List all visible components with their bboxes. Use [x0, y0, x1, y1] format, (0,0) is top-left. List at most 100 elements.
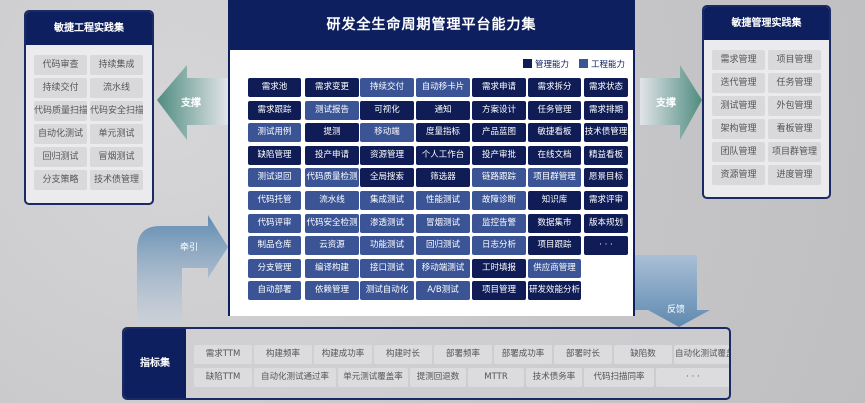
capability-cell[interactable]: 冒烟测试	[416, 213, 470, 233]
capability-cell[interactable]: 日志分析	[472, 236, 526, 256]
practice-item[interactable]: 分支策略	[34, 170, 87, 190]
capability-cell[interactable]: 依赖管理	[305, 281, 359, 301]
metric-item[interactable]: 部署成功率	[494, 345, 552, 364]
capability-cell[interactable]: 编译构建	[305, 258, 359, 278]
practice-item[interactable]: 持续交付	[34, 78, 87, 98]
practice-item[interactable]: 冒烟测试	[90, 147, 143, 167]
capability-cell[interactable]: 供应商管理	[528, 258, 581, 278]
capability-cell[interactable]: 集成测试	[360, 191, 414, 210]
metric-item[interactable]: 单元测试覆盖率	[338, 368, 408, 387]
capability-cell[interactable]: 测试自动化	[360, 281, 414, 301]
capability-cell[interactable]: 度量指标	[416, 123, 470, 143]
capability-cell[interactable]: 链路跟踪	[472, 168, 526, 188]
capability-cell[interactable]: 需求池	[248, 78, 301, 97]
capability-cell[interactable]: 精益看板	[584, 145, 628, 165]
capability-cell[interactable]: 可视化	[360, 100, 414, 120]
practice-item[interactable]: 回归测试	[34, 147, 87, 167]
capability-cell[interactable]: 在线文档	[528, 145, 581, 165]
capability-cell[interactable]: 分支管理	[248, 258, 301, 278]
metric-item[interactable]: 技术债务率	[526, 368, 582, 387]
practice-item[interactable]: 技术债管理	[90, 170, 143, 190]
capability-cell[interactable]: 需求评审	[584, 191, 628, 210]
capability-cell[interactable]: 投产申请	[305, 145, 359, 165]
capability-cell[interactable]: 持续交付	[360, 78, 414, 97]
practice-item[interactable]: 项目群管理	[768, 142, 821, 162]
practice-item[interactable]: 单元测试	[90, 124, 143, 144]
capability-cell[interactable]: 数据集市	[528, 213, 581, 233]
capability-cell[interactable]: 故障诊断	[472, 191, 526, 210]
capability-cell[interactable]: 提测	[305, 123, 359, 143]
capability-cell[interactable]: 代码托管	[248, 191, 301, 210]
metric-item[interactable]: MTTR	[468, 368, 524, 387]
practice-item[interactable]: 需求管理	[712, 50, 765, 70]
capability-cell[interactable]: 渗透测试	[360, 213, 414, 233]
metric-item[interactable]: 构建成功率	[314, 345, 372, 364]
capability-cell[interactable]: 需求变更	[305, 78, 359, 97]
capability-cell[interactable]: 版本规划	[584, 213, 628, 233]
capability-cell[interactable]: 任务管理	[528, 100, 581, 120]
capability-cell[interactable]: 代码安全检测	[305, 213, 359, 233]
metric-item[interactable]: 提测回退数	[410, 368, 466, 387]
capability-cell[interactable]: 测试报告	[305, 100, 359, 120]
capability-cell[interactable]: 性能测试	[416, 191, 470, 210]
capability-cell[interactable]: 方案设计	[472, 100, 526, 120]
practice-item[interactable]: 迭代管理	[712, 73, 765, 93]
practice-item[interactable]: 持续集成	[90, 55, 143, 75]
metric-item[interactable]: 代码扫描同率	[584, 368, 654, 387]
capability-cell[interactable]: A/B测试	[416, 281, 470, 301]
practice-item[interactable]: 代码安全扫描	[90, 101, 143, 121]
metric-item[interactable]: 缺陷数	[614, 345, 672, 364]
capability-cell[interactable]: 敏捷看板	[528, 123, 581, 143]
capability-cell[interactable]: 移动端测试	[416, 258, 470, 278]
capability-cell[interactable]: 缺陷管理	[248, 145, 301, 165]
practice-item[interactable]: 流水线	[90, 78, 143, 98]
capability-cell[interactable]: 项目管理	[472, 281, 526, 301]
practice-item[interactable]: 项目管理	[768, 50, 821, 70]
capability-cell[interactable]: 全局搜索	[360, 168, 414, 188]
practice-item[interactable]: 自动化测试	[34, 124, 87, 144]
capability-cell[interactable]: 需求排期	[584, 100, 628, 120]
metric-item[interactable]: 自动化测试通过率	[254, 368, 336, 387]
capability-cell[interactable]: 通知	[416, 100, 470, 120]
metric-item[interactable]: · · ·	[656, 368, 729, 387]
metric-item[interactable]: 需求TTM	[194, 345, 252, 364]
practice-item[interactable]: 团队管理	[712, 142, 765, 162]
capability-cell[interactable]: 自动移卡片	[416, 78, 470, 97]
capability-cell[interactable]: 自动部署	[248, 281, 301, 301]
capability-cell[interactable]: 接口测试	[360, 258, 414, 278]
capability-cell[interactable]: 愿景目标	[584, 168, 628, 188]
capability-cell[interactable]: 测试退回	[248, 168, 301, 188]
practice-item[interactable]: 进度管理	[768, 165, 821, 185]
practice-item[interactable]: 架构管理	[712, 119, 765, 139]
capability-cell[interactable]: 工时填报	[472, 258, 526, 278]
capability-cell[interactable]: 资源管理	[360, 145, 414, 165]
practice-item[interactable]: 代码审查	[34, 55, 87, 75]
capability-cell[interactable]: 投产审批	[472, 145, 526, 165]
capability-cell[interactable]: 技术债管理	[584, 123, 628, 143]
capability-cell[interactable]: 制品仓库	[248, 236, 301, 256]
capability-cell[interactable]: 研发效能分析	[528, 281, 581, 301]
capability-cell[interactable]: 移动端	[360, 123, 414, 143]
capability-cell[interactable]: 云资源	[305, 236, 359, 256]
practice-item[interactable]: 看板管理	[768, 119, 821, 139]
capability-cell[interactable]: 回归测试	[416, 236, 470, 256]
capability-cell[interactable]: 需求状态	[584, 78, 628, 97]
practice-item[interactable]: 资源管理	[712, 165, 765, 185]
practice-item[interactable]: 外包管理	[768, 96, 821, 116]
capability-cell[interactable]: 知识库	[528, 191, 581, 210]
capability-cell[interactable]: 筛选器	[416, 168, 470, 188]
capability-cell[interactable]: 个人工作台	[416, 145, 470, 165]
capability-cell[interactable]: 需求跟踪	[248, 100, 301, 120]
metric-item[interactable]: 缺陷TTM	[194, 368, 252, 387]
capability-cell[interactable]: 流水线	[305, 191, 359, 210]
capability-cell[interactable]: · · ·	[584, 236, 628, 256]
metric-item[interactable]: 构建时长	[374, 345, 432, 364]
capability-cell[interactable]: 测试用例	[248, 123, 301, 143]
practice-item[interactable]: 测试管理	[712, 96, 765, 116]
capability-cell[interactable]: 监控告警	[472, 213, 526, 233]
capability-cell[interactable]: 需求拆分	[528, 78, 581, 97]
practice-item[interactable]: 任务管理	[768, 73, 821, 93]
practice-item[interactable]: 代码质量扫描	[34, 101, 87, 121]
capability-cell[interactable]: 功能测试	[360, 236, 414, 256]
capability-cell[interactable]: 项目群管理	[528, 168, 581, 188]
